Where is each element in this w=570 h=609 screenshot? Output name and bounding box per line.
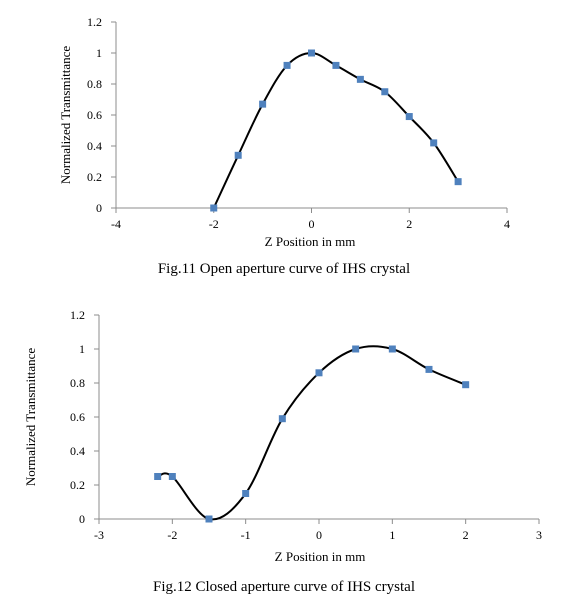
x-axis-title: Z Position in mm xyxy=(265,234,356,249)
y-tick-label: 0.6 xyxy=(87,108,102,122)
y-tick-label: 0 xyxy=(79,512,85,526)
x-tick-label: 0 xyxy=(309,217,315,231)
x-tick-label: 2 xyxy=(463,528,469,542)
y-tick-label: 0.8 xyxy=(87,77,102,91)
data-point xyxy=(315,369,323,377)
open-aperture-chart: 0 0.2 0.4 0.6 0.8 1 1.2 -4 -2 0 2 4 Z Position in m… xyxy=(58,15,510,277)
y-tick-label: 1.2 xyxy=(87,15,102,29)
y-axis-title: Normalized Transmittance xyxy=(58,46,73,185)
y-tick-label: 1.2 xyxy=(70,308,85,322)
y-tick-label: 0.6 xyxy=(70,410,85,424)
data-point xyxy=(388,345,396,353)
data-point xyxy=(356,75,364,83)
data-point xyxy=(210,204,218,212)
data-point xyxy=(352,345,360,353)
data-point xyxy=(308,49,315,57)
data-point xyxy=(205,515,213,523)
data-marks xyxy=(154,345,470,523)
closed-aperture-chart: 0 0.2 0.4 0.6 0.8 1 1.2 -3 -2 -1 0 1 2 3 Z Position i… xyxy=(23,308,542,595)
x-tick-label: 1 xyxy=(389,528,395,542)
y-tick-label: 0 xyxy=(96,201,102,215)
data-marks xyxy=(210,49,462,212)
data-point xyxy=(425,365,433,373)
y-tick-label: 1 xyxy=(79,342,85,356)
series-line xyxy=(157,345,467,521)
data-point xyxy=(259,100,267,108)
y-tick-label: 0.4 xyxy=(87,139,102,153)
data-point xyxy=(462,381,470,389)
tick-group: 0 0.2 0.4 0.6 0.8 1 1.2 -4 -2 0 2 4 xyxy=(87,15,510,231)
data-point xyxy=(430,139,438,147)
x-tick-label: -2 xyxy=(209,217,219,231)
x-tick-label: -2 xyxy=(167,528,177,542)
data-point xyxy=(278,415,286,423)
y-tick-label: 0.2 xyxy=(87,170,102,184)
data-point xyxy=(454,178,462,186)
x-axis-title: Z Position in mm xyxy=(275,549,366,564)
data-point xyxy=(381,88,389,96)
data-point xyxy=(283,61,291,69)
series-line xyxy=(212,51,459,209)
data-point xyxy=(332,61,340,69)
y-tick-label: 0.2 xyxy=(70,478,85,492)
x-tick-label: -4 xyxy=(111,217,121,231)
data-point xyxy=(168,473,176,480)
x-tick-label: -1 xyxy=(241,528,251,542)
y-tick-label: 0.8 xyxy=(70,376,85,390)
x-tick-label: 2 xyxy=(406,217,412,231)
data-point xyxy=(405,113,413,121)
tick-group: 0 0.2 0.4 0.6 0.8 1 1.2 -3 -2 -1 0 1 2 3 xyxy=(70,308,542,542)
x-tick-label: 0 xyxy=(316,528,322,542)
x-tick-label: 3 xyxy=(536,528,542,542)
x-tick-label: -3 xyxy=(94,528,104,542)
data-point xyxy=(234,151,242,159)
figure-caption: Fig.11 Open aperture curve of IHS crysta… xyxy=(158,261,410,277)
y-axis-title: Normalized Transmittance xyxy=(23,348,38,487)
figure-caption: Fig.12 Closed aperture curve of IHS crys… xyxy=(153,579,415,595)
data-point xyxy=(242,490,250,497)
y-tick-label: 1 xyxy=(96,46,102,60)
y-tick-label: 0.4 xyxy=(70,444,85,458)
data-point xyxy=(154,473,162,480)
x-tick-label: 4 xyxy=(504,217,510,231)
